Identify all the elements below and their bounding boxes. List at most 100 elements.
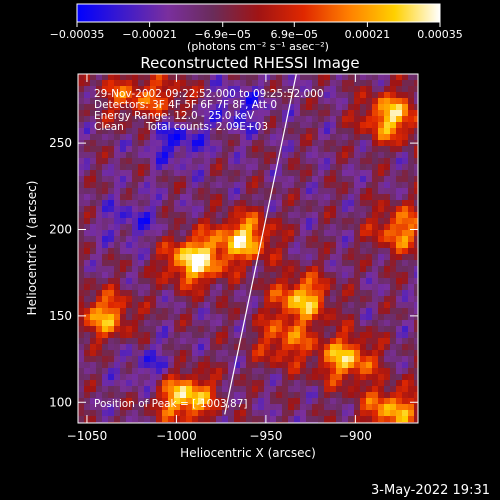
heatmap-cell (384, 284, 391, 291)
heatmap-cell (246, 416, 253, 423)
heatmap-cell (402, 392, 409, 399)
heatmap-cell (264, 182, 271, 189)
heatmap-cell (306, 284, 313, 291)
heatmap-cell (294, 236, 301, 243)
heatmap-cell (360, 152, 367, 159)
heatmap-cell (378, 86, 385, 93)
heatmap-cell (162, 308, 169, 315)
heatmap-cell (390, 254, 397, 261)
heatmap-cell (228, 218, 235, 225)
heatmap-cell (312, 164, 319, 171)
heatmap-cell (360, 344, 367, 351)
heatmap-cell (234, 134, 241, 141)
heatmap-cell (282, 134, 289, 141)
heatmap-cell (132, 146, 139, 153)
heatmap-cell (222, 152, 229, 159)
heatmap-cell (366, 104, 373, 111)
heatmap-cell (150, 344, 157, 351)
heatmap-cell (288, 362, 295, 369)
heatmap-cell (294, 212, 301, 219)
heatmap-cell (114, 80, 121, 87)
heatmap-cell (372, 194, 379, 201)
heatmap-cell (348, 116, 355, 123)
heatmap-cell (360, 248, 367, 255)
heatmap-cell (96, 344, 103, 351)
heatmap-cell (372, 128, 379, 135)
heatmap-cell (366, 410, 373, 417)
heatmap-cell (132, 302, 139, 309)
heatmap-cell (354, 116, 361, 123)
heatmap-cell (378, 80, 385, 87)
heatmap-cell (132, 140, 139, 147)
heatmap-cell (168, 158, 175, 165)
heatmap-cell (396, 374, 403, 381)
heatmap-cell (294, 164, 301, 171)
heatmap-cell (240, 332, 247, 339)
heatmap-cell (192, 254, 199, 261)
heatmap-cell (180, 236, 187, 243)
heatmap-cell (114, 116, 121, 123)
heatmap-cell (114, 230, 121, 237)
heatmap-cell (228, 410, 235, 417)
heatmap-cell (168, 194, 175, 201)
heatmap-cell (414, 182, 418, 189)
heatmap-cell (276, 278, 283, 285)
heatmap-cell (414, 230, 418, 237)
heatmap-cell (276, 206, 283, 213)
heatmap-cell (204, 74, 211, 81)
heatmap-cell (270, 80, 277, 87)
heatmap-cell (336, 194, 343, 201)
heatmap-cell (300, 308, 307, 315)
heatmap-cell (288, 242, 295, 249)
heatmap-cell (222, 170, 229, 177)
heatmap-cell (216, 272, 223, 279)
heatmap-cell (168, 356, 175, 363)
heatmap-cell (156, 332, 163, 339)
heatmap-cell (228, 254, 235, 261)
heatmap-cell (132, 182, 139, 189)
heatmap-cell (204, 146, 211, 153)
heatmap-cell (330, 404, 337, 411)
heatmap-cell (78, 218, 85, 225)
heatmap-cell (192, 224, 199, 231)
heatmap-cell (96, 230, 103, 237)
heatmap-cell (408, 104, 415, 111)
heatmap-cell (246, 146, 253, 153)
heatmap-cell (132, 374, 139, 381)
heatmap-cell (360, 236, 367, 243)
heatmap-cell (84, 254, 91, 261)
heatmap-cell (108, 278, 115, 285)
heatmap-cell (168, 398, 175, 405)
heatmap-cell (282, 230, 289, 237)
heatmap-cell (264, 350, 271, 357)
heatmap-cell (270, 332, 277, 339)
heatmap-cell (414, 92, 418, 99)
heatmap-cell (222, 314, 229, 321)
heatmap-cell (258, 308, 265, 315)
heatmap-cell (372, 386, 379, 393)
heatmap-cell (120, 212, 127, 219)
heatmap-cell (120, 236, 127, 243)
heatmap-cell (402, 194, 409, 201)
heatmap-cell (318, 116, 325, 123)
heatmap-cell (264, 296, 271, 303)
heatmap-cell (168, 386, 175, 393)
heatmap-cell (252, 104, 259, 111)
heatmap-cell (204, 356, 211, 363)
heatmap-cell (276, 200, 283, 207)
heatmap-cell (414, 266, 418, 273)
heatmap-cell (228, 398, 235, 405)
heatmap-cell (342, 182, 349, 189)
heatmap-cell (384, 128, 391, 135)
heatmap-cell (210, 266, 217, 273)
heatmap-cell (300, 380, 307, 387)
y-tick-label: 150 (49, 309, 72, 323)
heatmap-cell (408, 110, 415, 117)
heatmap-cell (258, 194, 265, 201)
heatmap-cell (354, 410, 361, 417)
heatmap-cell (366, 254, 373, 261)
heatmap-cell (384, 362, 391, 369)
heatmap-cell (132, 116, 139, 123)
heatmap-cell (90, 338, 97, 345)
heatmap-cell (258, 314, 265, 321)
